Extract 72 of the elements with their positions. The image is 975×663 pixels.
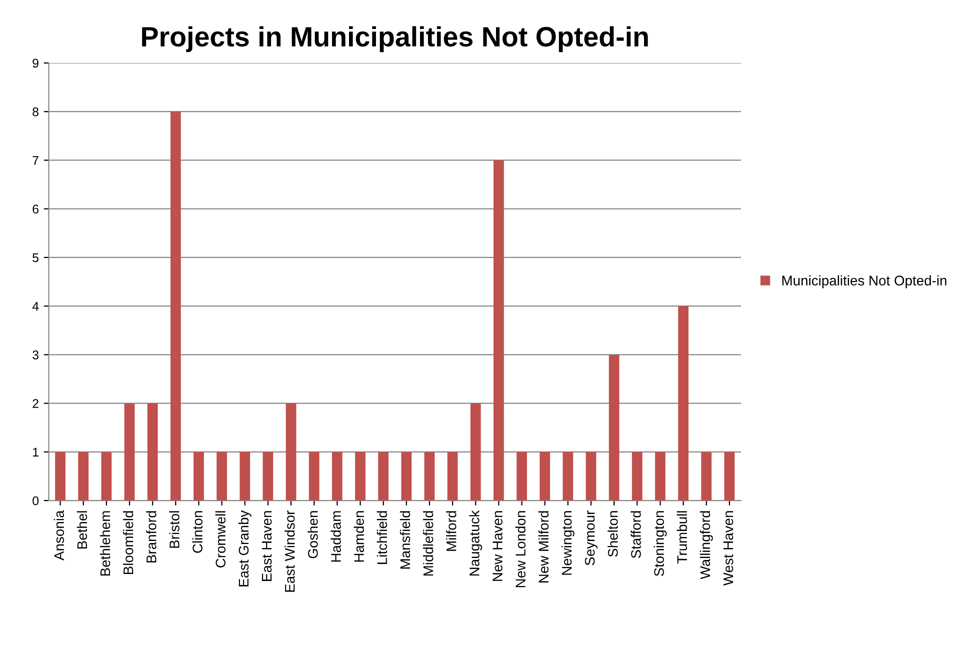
x-tick-label: Seymour xyxy=(584,510,598,566)
bar xyxy=(355,452,366,501)
chart-title: Projects in Municipalities Not Opted-in xyxy=(142,26,648,52)
bar xyxy=(124,403,135,501)
bar xyxy=(655,452,666,501)
bar xyxy=(701,452,712,501)
bar xyxy=(308,452,320,501)
x-tick-label: Mansfield xyxy=(400,511,410,569)
bar xyxy=(286,403,296,501)
bar xyxy=(494,160,504,501)
bar xyxy=(170,112,181,501)
bar xyxy=(55,452,66,501)
bar xyxy=(540,452,550,501)
bar xyxy=(78,452,89,501)
bar xyxy=(401,452,412,501)
y-tick-label: 2 xyxy=(32,399,38,408)
bar xyxy=(586,452,596,501)
bar xyxy=(101,452,112,501)
x-tick-label: Trumbull xyxy=(676,511,688,564)
y-tick-label: 4 xyxy=(32,302,39,311)
x-tick-label: Litchfield xyxy=(376,511,388,564)
x-tick-label: Cromwell xyxy=(215,511,226,568)
bar xyxy=(470,403,481,501)
x-tick-label: Branford xyxy=(146,511,156,562)
y-tick-label: 5 xyxy=(32,253,39,262)
y-tick-label: 1 xyxy=(33,448,38,456)
x-tick-label: New London xyxy=(515,511,526,588)
bar xyxy=(240,452,250,501)
x-tick-label: Bloomfield xyxy=(123,511,134,574)
bar xyxy=(562,452,574,501)
x-tick-label: Goshen xyxy=(308,511,318,558)
x-tick-label: Haddam xyxy=(330,511,341,562)
x-tick-label: West Haven xyxy=(724,511,734,586)
x-tick-label: Stonington xyxy=(654,511,667,576)
x-tick-label: Ansonia xyxy=(54,510,64,560)
x-tick-label: East Windsor xyxy=(284,510,295,592)
bar xyxy=(678,306,689,501)
y-tick-label: 9 xyxy=(32,58,38,68)
x-tick-label: New Milford xyxy=(538,511,549,582)
x-tick-label: Shelton xyxy=(608,511,618,557)
x-tick-label: Middlefield xyxy=(423,511,434,576)
x-tick-label: Wallingford xyxy=(700,511,713,580)
x-tick-label: East Haven xyxy=(262,511,272,581)
bar xyxy=(447,452,458,501)
bar xyxy=(632,452,642,501)
x-tick-label: Hamden xyxy=(354,511,364,562)
bar xyxy=(424,452,435,501)
bar xyxy=(378,452,389,501)
x-tick-label: Naugatuck xyxy=(469,510,482,576)
bar xyxy=(332,452,342,501)
y-tick-label: 6 xyxy=(32,204,38,214)
legend-label: Municipalities Not Opted-in xyxy=(782,275,946,288)
bar xyxy=(724,452,735,501)
x-tick-label: Newington xyxy=(561,511,574,575)
x-tick-label: Bristol xyxy=(169,511,180,548)
y-tick-label: 3 xyxy=(32,350,38,360)
x-tick-label: Bethel xyxy=(76,511,88,549)
bar xyxy=(216,452,228,501)
bar xyxy=(147,403,158,501)
y-tick-label: 7 xyxy=(32,156,38,165)
bar xyxy=(516,452,527,501)
x-tick-label: Bethlehem xyxy=(100,511,110,576)
x-tick-label: Stafford xyxy=(630,511,641,558)
y-tick-label: 0 xyxy=(32,496,39,506)
y-tick-label: 8 xyxy=(32,107,38,116)
bar xyxy=(262,452,274,501)
x-tick-label: East Granby xyxy=(238,510,252,586)
x-tick-label: Clinton xyxy=(192,511,202,553)
x-tick-label: New Haven xyxy=(492,511,502,581)
x-tick-label: Milford xyxy=(446,511,456,551)
bar xyxy=(608,354,620,501)
bar xyxy=(194,452,204,501)
